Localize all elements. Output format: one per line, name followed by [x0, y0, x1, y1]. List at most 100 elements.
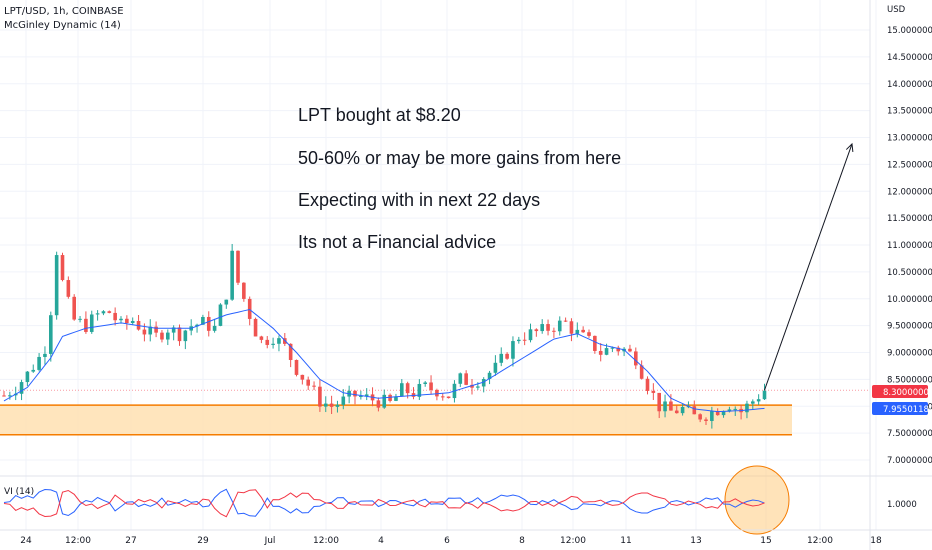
candle-body: [540, 324, 544, 332]
candle-body: [698, 414, 702, 420]
price-tick-label: 15.00000000: [887, 26, 932, 36]
candle-body: [645, 378, 650, 391]
candle-body: [657, 392, 661, 412]
candle-body: [364, 394, 369, 397]
candle-body: [394, 396, 398, 401]
candle-body: [727, 409, 732, 412]
time-tick-label: 12:00: [65, 536, 91, 546]
candle-body: [721, 411, 726, 416]
price-tick-label: 13.00000000: [887, 134, 932, 144]
candle-body: [130, 320, 135, 324]
price-tick-label: 7.50000000: [887, 429, 932, 439]
price-tick-label: 10.00000000: [887, 295, 932, 305]
candle-body: [569, 321, 574, 334]
candle-body: [119, 318, 123, 321]
candle-body: [78, 318, 82, 320]
candle-body: [323, 403, 328, 407]
time-tick-label: 12:00: [313, 536, 339, 546]
vortex-indicator-pane[interactable]: [3, 465, 790, 535]
candle-body: [66, 280, 71, 297]
candle-body: [692, 406, 697, 415]
price-tick-label: 11.50000000: [887, 214, 932, 224]
vi-label: VI (14): [4, 487, 34, 497]
projection-arrow[interactable]: [764, 143, 853, 391]
candle-body: [733, 408, 738, 410]
chart-grid: [0, 0, 877, 530]
candle-body: [581, 329, 585, 333]
candle-body: [8, 395, 12, 397]
candle-body: [224, 299, 229, 305]
candle-body: [499, 353, 504, 363]
time-tick-label: 11: [620, 536, 631, 546]
price-tick-label: 14.00000000: [887, 80, 932, 90]
candle-body: [206, 316, 211, 331]
time-tick-label: 29: [197, 536, 209, 546]
candle-body: [148, 326, 153, 335]
candle-body: [598, 350, 603, 355]
candle-body: [236, 250, 240, 283]
candle-body: [247, 298, 252, 319]
last-price-badge: [872, 385, 928, 398]
candle-body: [476, 386, 480, 388]
price-tick-label: 10.50000000: [887, 268, 932, 278]
candle-body: [552, 330, 556, 332]
candle-body: [616, 347, 621, 352]
candle-body: [300, 374, 305, 380]
time-axis[interactable]: 24 12:00 27 29 Jul 12:00 4 6 8 12:00 11 13 15 12:00 18: [20, 536, 882, 546]
candle-body: [84, 318, 88, 332]
candle-body: [306, 379, 310, 386]
candle-body: [212, 325, 217, 331]
candle-body: [628, 348, 632, 352]
candle-body: [587, 332, 591, 336]
price-tick-label: 11.00000000: [887, 241, 932, 251]
time-tick-label: 18: [870, 536, 882, 546]
currency-label: USD: [887, 5, 906, 15]
time-tick-label: 12:00: [807, 536, 833, 546]
time-tick-label: 6: [444, 536, 450, 546]
time-tick-label: 8: [519, 536, 525, 546]
candle-body: [440, 396, 445, 398]
candle-body: [756, 399, 761, 402]
candle-body: [201, 316, 205, 325]
candle-body: [253, 318, 258, 337]
candle-body: [563, 320, 568, 322]
candle-body: [505, 353, 509, 359]
candle-body: [183, 330, 188, 342]
candle-body: [125, 318, 129, 324]
annotation-line-4: Its not a Financial advice: [298, 232, 497, 252]
time-tick-label: 12:00: [560, 536, 586, 546]
candle-body: [710, 411, 714, 421]
candle-body: [604, 348, 609, 355]
mcginley-badge-text: 7.95501180: [883, 405, 932, 415]
candle-body: [593, 335, 597, 351]
price-axis[interactable]: 15.00000000 14.50000000 14.00000000 13.5000…: [887, 26, 932, 466]
time-tick-label: 27: [125, 536, 136, 546]
candle-body: [382, 394, 387, 408]
candle-body: [522, 339, 527, 341]
candle-body: [359, 396, 363, 398]
last-price-badge-text: 8.30000000: [883, 388, 932, 398]
price-tick-label: 8.50000000: [887, 375, 932, 385]
candle-body: [19, 382, 24, 394]
candle-body: [72, 296, 76, 320]
indicator-title: McGinley Dynamic (14): [4, 20, 121, 31]
candle-body: [107, 311, 112, 313]
candle-body: [177, 327, 182, 342]
candle-body: [423, 382, 427, 384]
vi-plus-line: [3, 488, 765, 517]
price-tick-label: 12.50000000: [887, 160, 932, 170]
candle-body: [43, 353, 47, 357]
candle-body: [25, 371, 30, 383]
candle-body: [405, 383, 410, 394]
candle-body: [31, 369, 36, 372]
support-zone[interactable]: [0, 405, 792, 435]
price-tick-label: 9.00000000: [887, 349, 932, 359]
candle-body: [218, 304, 223, 326]
candle-body: [166, 332, 170, 340]
candle-body: [318, 386, 322, 407]
candle-body: [680, 406, 685, 414]
candle-body: [546, 324, 550, 331]
annotation-line-2: 50-60% or may be more gains from here: [298, 148, 622, 168]
candle-body: [610, 347, 615, 349]
